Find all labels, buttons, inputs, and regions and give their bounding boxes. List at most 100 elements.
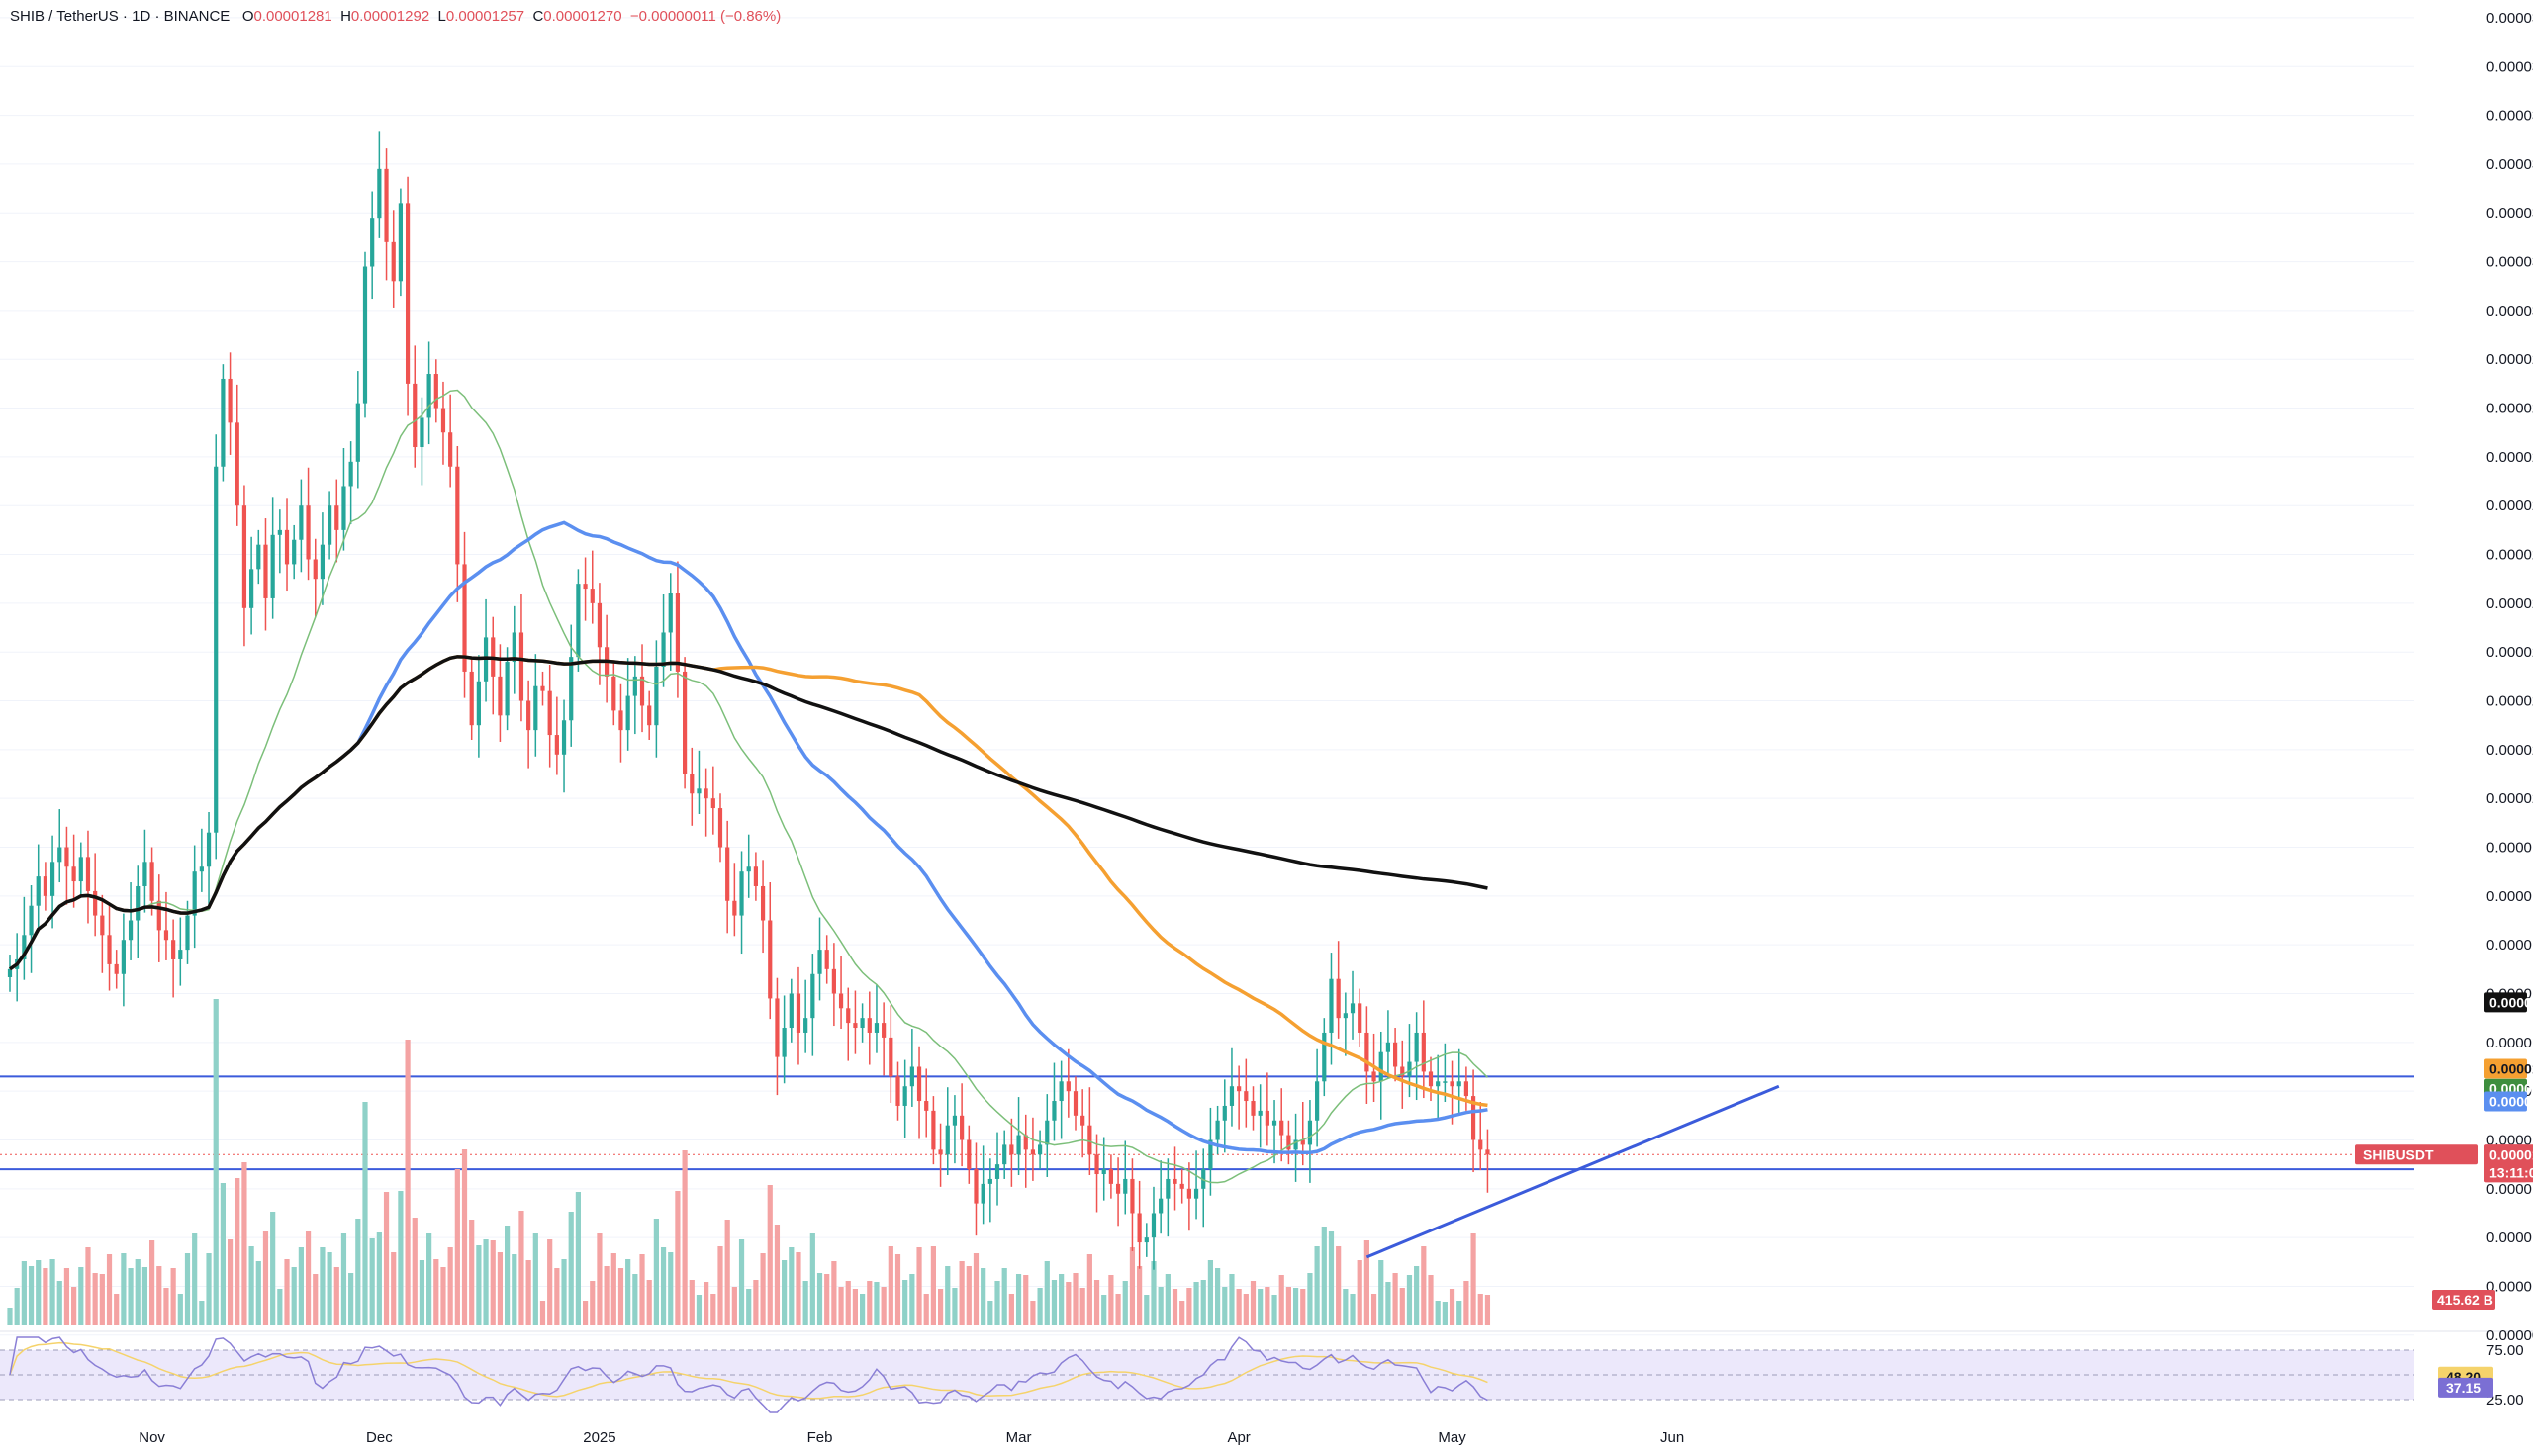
candle-body (334, 505, 339, 530)
candle-body (704, 788, 708, 799)
rsi-value-tag: 37.15 (2446, 1380, 2481, 1396)
volume-bar (1200, 1280, 1206, 1325)
volume-bar (802, 1281, 808, 1325)
volume-bar (782, 1260, 788, 1325)
candle-body (355, 403, 360, 462)
candle-body (625, 695, 630, 731)
candle-body (206, 832, 212, 867)
candle-body (440, 408, 446, 433)
volume-bar (305, 1231, 312, 1325)
candle-body (1450, 1081, 1454, 1087)
rsi-tick-label: 75.00 (2486, 1342, 2524, 1359)
candle-body (697, 788, 702, 794)
volume-bar (1030, 1301, 1036, 1325)
candle-body (1485, 1149, 1490, 1155)
candle-body (36, 876, 41, 906)
candle-body (1436, 1081, 1441, 1087)
candle-body (860, 1018, 865, 1029)
volume-bar (433, 1259, 439, 1325)
volume-bar (590, 1281, 596, 1325)
volume-bar (994, 1281, 1000, 1325)
candle-body (221, 378, 226, 467)
candle-body (142, 862, 147, 886)
candle-body (476, 681, 481, 726)
volume-bar (199, 1301, 205, 1325)
candle-body (987, 1178, 992, 1184)
price-tick-label: 0.00003400 (2486, 108, 2533, 125)
symbol-title: SHIB / TetherUS · 1D · BINANCE (10, 8, 231, 25)
time-tick-label: May (1438, 1429, 1466, 1446)
volume-bar (1236, 1289, 1242, 1325)
volume-bar (461, 1149, 468, 1325)
candle-body (746, 866, 751, 872)
candle-body (967, 1139, 972, 1170)
candle-body (853, 1023, 858, 1029)
volume-bar (1363, 1240, 1369, 1325)
volume-bar (333, 1267, 339, 1325)
volume-bar (1385, 1282, 1391, 1325)
price-tick-label: 0.00003100 (2486, 254, 2533, 271)
candle-body (1159, 1198, 1164, 1214)
volume-bar (831, 1261, 837, 1325)
candle-body (156, 900, 161, 931)
candle-body (462, 564, 467, 672)
candle-body (405, 203, 411, 384)
candle-body (526, 700, 531, 731)
volume-bar (1428, 1275, 1434, 1325)
volume-bar (1449, 1289, 1455, 1325)
candle-body (341, 486, 346, 530)
volume-bar (617, 1268, 624, 1325)
price-tick-label: 0.00002500 (2486, 547, 2533, 564)
candle-body (1350, 1003, 1356, 1014)
volume-bar (1059, 1274, 1065, 1325)
volume-bar (1477, 1294, 1483, 1325)
candle-body (1478, 1139, 1483, 1150)
candle-body (320, 544, 326, 580)
candle-body (214, 466, 219, 833)
volume-bar (1179, 1301, 1185, 1325)
candle-body (889, 1037, 893, 1077)
volume-bar (43, 1268, 48, 1325)
candle-body (831, 968, 836, 994)
candle-body (1151, 1213, 1157, 1238)
candle-body (348, 461, 353, 487)
volume-bar (1271, 1295, 1277, 1325)
candle-body (1023, 1135, 1028, 1150)
volume-bar (99, 1274, 105, 1325)
price-tick-label: 0.00001800 (2486, 888, 2533, 905)
candle-body (1421, 1032, 1426, 1072)
price-tick-label: 0.00002100 (2486, 742, 2533, 759)
volume-bar (525, 1260, 531, 1325)
ma50-price-tag-bg (2484, 1091, 2527, 1112)
candle-body (683, 671, 688, 774)
volume-bar (298, 1247, 304, 1325)
volume-bar (852, 1289, 859, 1325)
volume-bar (1044, 1261, 1050, 1325)
ma200-price-tag-bg (2484, 992, 2527, 1013)
candle-body (362, 266, 368, 404)
volume-bar (1093, 1280, 1100, 1325)
candle-body (171, 940, 176, 959)
candle-body (43, 876, 47, 896)
volume-tag-bg (2432, 1290, 2495, 1310)
candle-body (668, 593, 673, 633)
price-tick-label: 0.00003200 (2486, 205, 2533, 222)
candle-body (100, 915, 105, 936)
price-tick-label: 0.00001200 (2486, 1181, 2533, 1198)
volume-bar (14, 1288, 20, 1325)
price-tick-label: 0.00002800 (2486, 401, 2533, 417)
candle-body (1315, 1081, 1320, 1121)
volume-bar (568, 1212, 574, 1325)
ma100-price-tag-bg (2484, 1058, 2527, 1079)
volume-bar (1243, 1294, 1249, 1325)
symbol-tag: SHIBUSDT (2363, 1146, 2434, 1162)
volume-bar (1250, 1281, 1257, 1325)
volume-bar (1442, 1302, 1448, 1325)
volume-bar (412, 1218, 418, 1325)
candle-body (518, 632, 524, 701)
candle-body (1286, 1135, 1291, 1150)
volume-bar (391, 1252, 397, 1325)
candle-body (981, 1183, 985, 1204)
